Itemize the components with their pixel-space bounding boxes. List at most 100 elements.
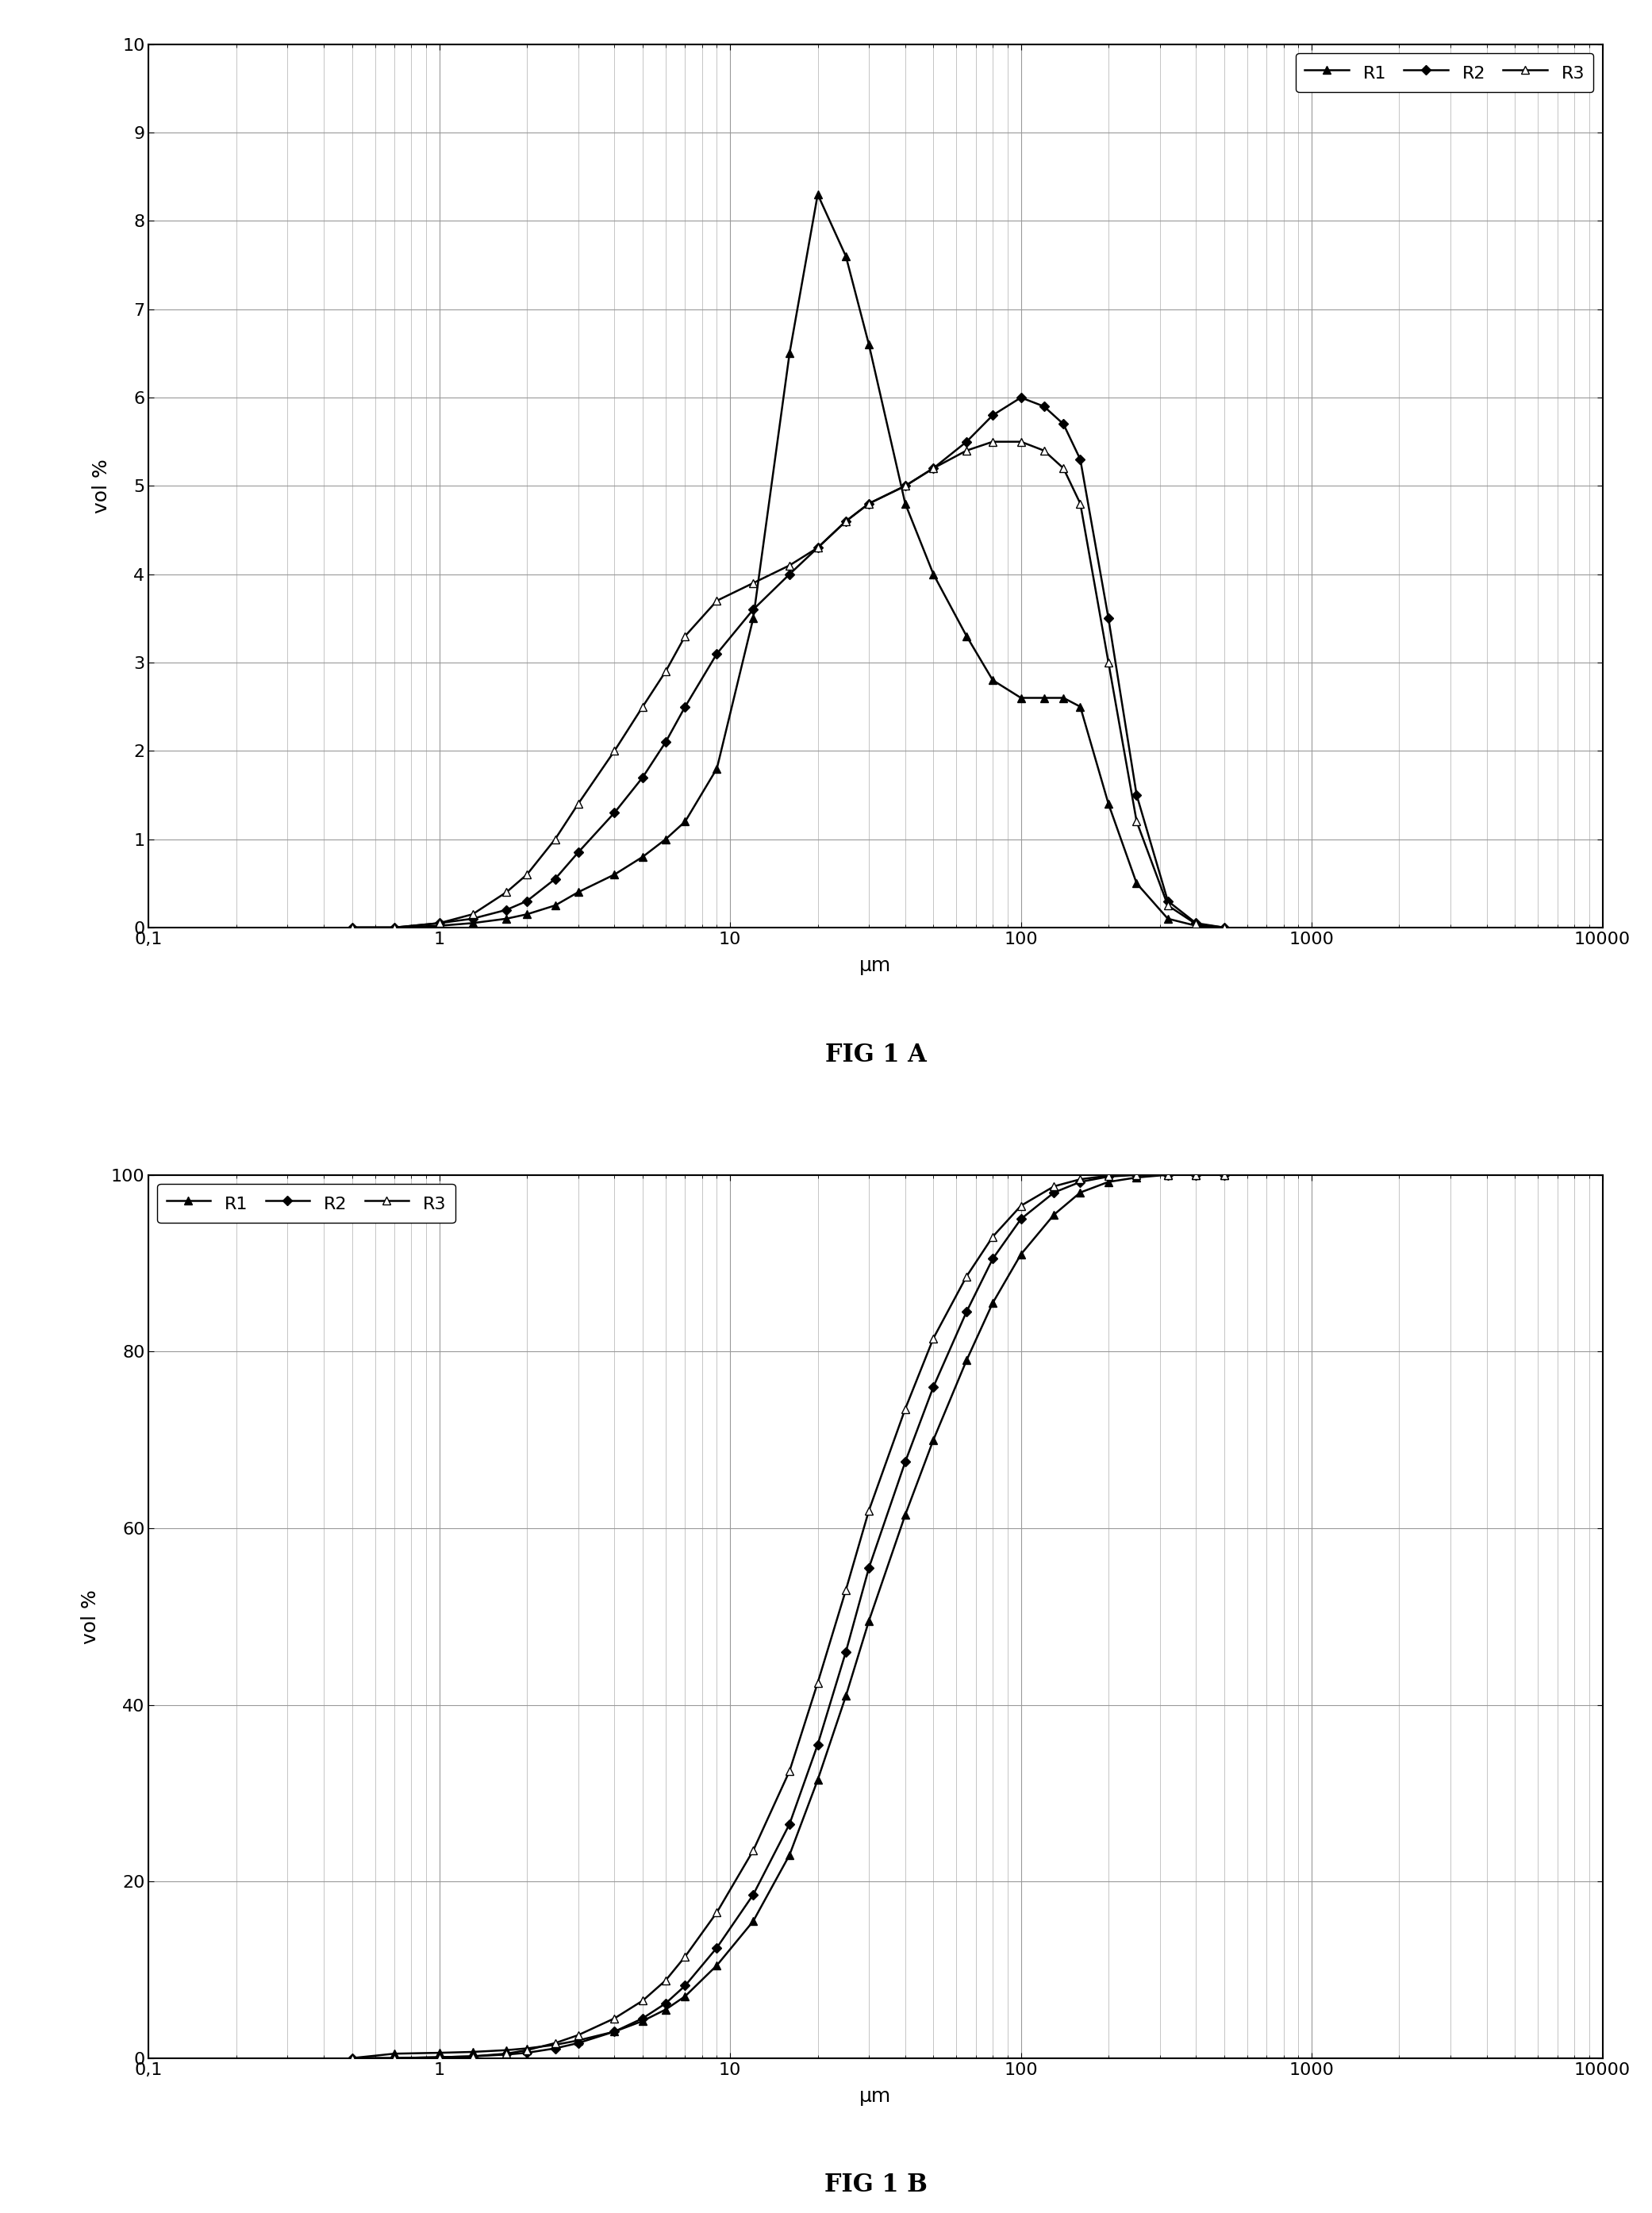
R2: [568, 2029, 588, 2056]
R2: [895, 1450, 915, 1476]
R1: [463, 910, 482, 936]
R3: [633, 1987, 653, 2014]
R2: [1186, 1162, 1206, 1188]
R3: [707, 1899, 727, 1925]
R3: [1127, 808, 1146, 834]
R1: [1214, 1162, 1234, 1188]
Line: R3: R3: [349, 438, 1227, 932]
R3: [957, 1264, 976, 1290]
R1: [342, 914, 362, 941]
R3: [545, 2029, 565, 2056]
R2: [983, 403, 1003, 429]
Text: FIG 1 A: FIG 1 A: [824, 1042, 927, 1067]
R3: [497, 879, 517, 905]
R1: [656, 825, 676, 852]
R2: [1070, 1168, 1090, 1195]
R2: [568, 839, 588, 865]
R2: [1158, 887, 1178, 914]
R1: [983, 1290, 1003, 1317]
R2: [983, 1246, 1003, 1272]
R1: [1034, 684, 1054, 710]
R1: [605, 861, 624, 887]
R1: [983, 666, 1003, 693]
R1: [517, 901, 537, 927]
R2: [743, 1881, 763, 1908]
R3: [983, 1224, 1003, 1250]
R3: [859, 491, 879, 518]
Y-axis label: vol %: vol %: [81, 1589, 101, 1644]
R1: [957, 622, 976, 648]
R1: [430, 912, 449, 938]
R2: [1158, 1162, 1178, 1188]
R2: [1070, 447, 1090, 474]
R1: [1011, 1241, 1031, 1268]
X-axis label: μm: μm: [859, 2087, 892, 2107]
R2: [1127, 781, 1146, 808]
R1: [1070, 1180, 1090, 1206]
R3: [633, 693, 653, 719]
R1: [430, 2040, 449, 2067]
R3: [1099, 1162, 1118, 1188]
R3: [836, 1576, 856, 1602]
X-axis label: μm: μm: [859, 956, 892, 976]
R3: [836, 509, 856, 536]
R1: [676, 808, 695, 834]
R1: [385, 2040, 405, 2067]
R3: [1214, 1162, 1234, 1188]
R3: [1044, 1173, 1064, 1199]
R1: [497, 905, 517, 932]
R2: [605, 2018, 624, 2045]
R3: [780, 1757, 800, 1784]
R1: [1070, 693, 1090, 719]
R3: [780, 551, 800, 578]
R1: [676, 1983, 695, 2009]
R1: [545, 2032, 565, 2058]
R2: [1054, 412, 1074, 438]
R3: [656, 1967, 676, 1994]
R2: [517, 2040, 537, 2067]
R1: [707, 1952, 727, 1978]
R1: [859, 1607, 879, 1633]
R2: [342, 2045, 362, 2071]
Legend: R1, R2, R3: R1, R2, R3: [1295, 53, 1594, 93]
R2: [1214, 1162, 1234, 1188]
R1: [707, 755, 727, 781]
R3: [1034, 438, 1054, 465]
R2: [707, 1934, 727, 1961]
R1: [780, 1841, 800, 1868]
R1: [895, 1503, 915, 1529]
R2: [385, 2045, 405, 2071]
R1: [1186, 912, 1206, 938]
R1: [895, 491, 915, 518]
R3: [1054, 456, 1074, 482]
R3: [957, 438, 976, 465]
R3: [342, 914, 362, 941]
R3: [1186, 1162, 1206, 1188]
R3: [1158, 892, 1178, 918]
R1: [605, 2018, 624, 2045]
R1: [1186, 1162, 1206, 1188]
R2: [895, 474, 915, 500]
R3: [923, 1326, 943, 1352]
R1: [1214, 914, 1234, 941]
R2: [1127, 1162, 1146, 1188]
R1: [923, 1427, 943, 1454]
R3: [1011, 429, 1031, 456]
R3: [983, 429, 1003, 456]
R3: [808, 533, 828, 560]
R1: [743, 604, 763, 631]
R2: [1011, 1206, 1031, 1233]
R1: [1011, 684, 1031, 710]
R1: [859, 332, 879, 359]
R1: [1158, 1162, 1178, 1188]
R1: [342, 2045, 362, 2071]
R1: [836, 1682, 856, 1708]
R1: [385, 914, 405, 941]
R2: [676, 1972, 695, 1998]
R1: [633, 843, 653, 870]
R2: [545, 2036, 565, 2063]
R1: [1127, 1164, 1146, 1191]
R3: [676, 622, 695, 648]
Y-axis label: vol %: vol %: [93, 458, 111, 513]
R2: [780, 560, 800, 586]
